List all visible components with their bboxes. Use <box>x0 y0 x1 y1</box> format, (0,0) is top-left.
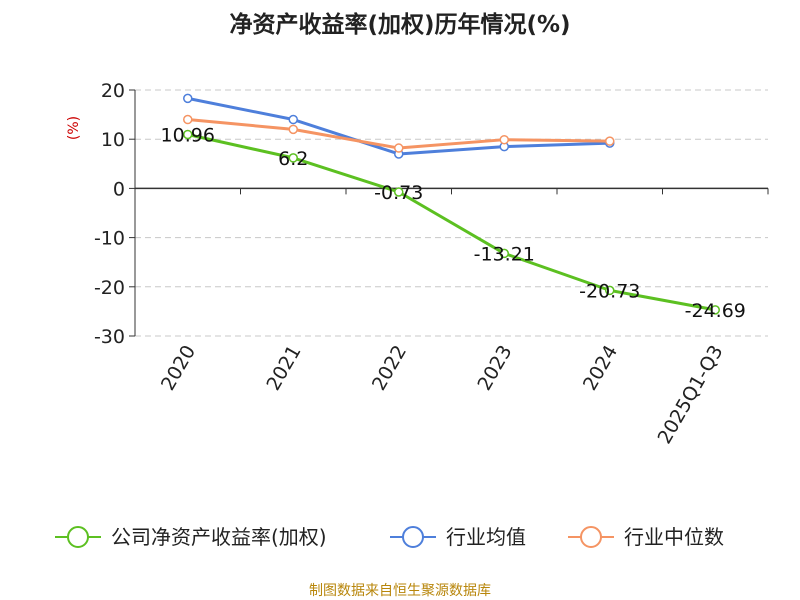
data-label: -24.69 <box>685 300 746 322</box>
series-point-2 <box>395 144 403 152</box>
legend-label-1: 行业均值 <box>446 525 526 549</box>
chart-svg: 净资产收益率(加权)历年情况(%) (%) 20 10 0 -10 -20 -30 2020… <box>0 0 800 600</box>
data-label: -20.73 <box>579 280 640 302</box>
series-point-2 <box>606 137 614 145</box>
y-tick-label: 20 <box>101 80 125 102</box>
series-point-1 <box>184 94 192 102</box>
y-tick-label: -30 <box>94 326 125 348</box>
legend-marker-2 <box>581 527 601 547</box>
source-note: 制图数据来自恒生聚源数据库 <box>309 583 491 599</box>
x-tick-label: 2021 <box>262 342 305 395</box>
series-point-1 <box>289 116 297 124</box>
x-tick-label: 2025Q1-Q3 <box>654 342 728 448</box>
x-tick-label: 2023 <box>473 342 516 395</box>
legend-marker-1 <box>403 527 423 547</box>
y-tick-label: -10 <box>94 228 125 250</box>
x-tick-label: 2022 <box>368 342 411 395</box>
chart-title: 净资产收益率(加权)历年情况(%) <box>229 11 570 38</box>
y-axis-label: (%) <box>66 116 82 140</box>
data-label: -13.21 <box>474 243 535 265</box>
data-label: -0.73 <box>374 182 423 204</box>
data-label: 10.96 <box>161 124 215 146</box>
series-point-2 <box>289 125 297 133</box>
x-tick-label: 2020 <box>157 342 200 395</box>
grid-layer <box>135 90 768 336</box>
x-tick-label: 2024 <box>579 342 622 395</box>
y-tick-label: 10 <box>101 129 125 151</box>
legend: 公司净资产收益率(加权) 行业均值 行业中位数 <box>55 525 724 549</box>
legend-label-2: 行业中位数 <box>624 525 724 549</box>
legend-marker-0 <box>68 527 88 547</box>
y-tick-label: 0 <box>113 178 125 200</box>
series-point-2 <box>184 116 192 124</box>
series-point-2 <box>500 136 508 144</box>
y-tick-label: -20 <box>94 277 125 299</box>
legend-label-0: 公司净资产收益率(加权) <box>111 525 327 549</box>
data-label: 6.2 <box>278 148 308 170</box>
